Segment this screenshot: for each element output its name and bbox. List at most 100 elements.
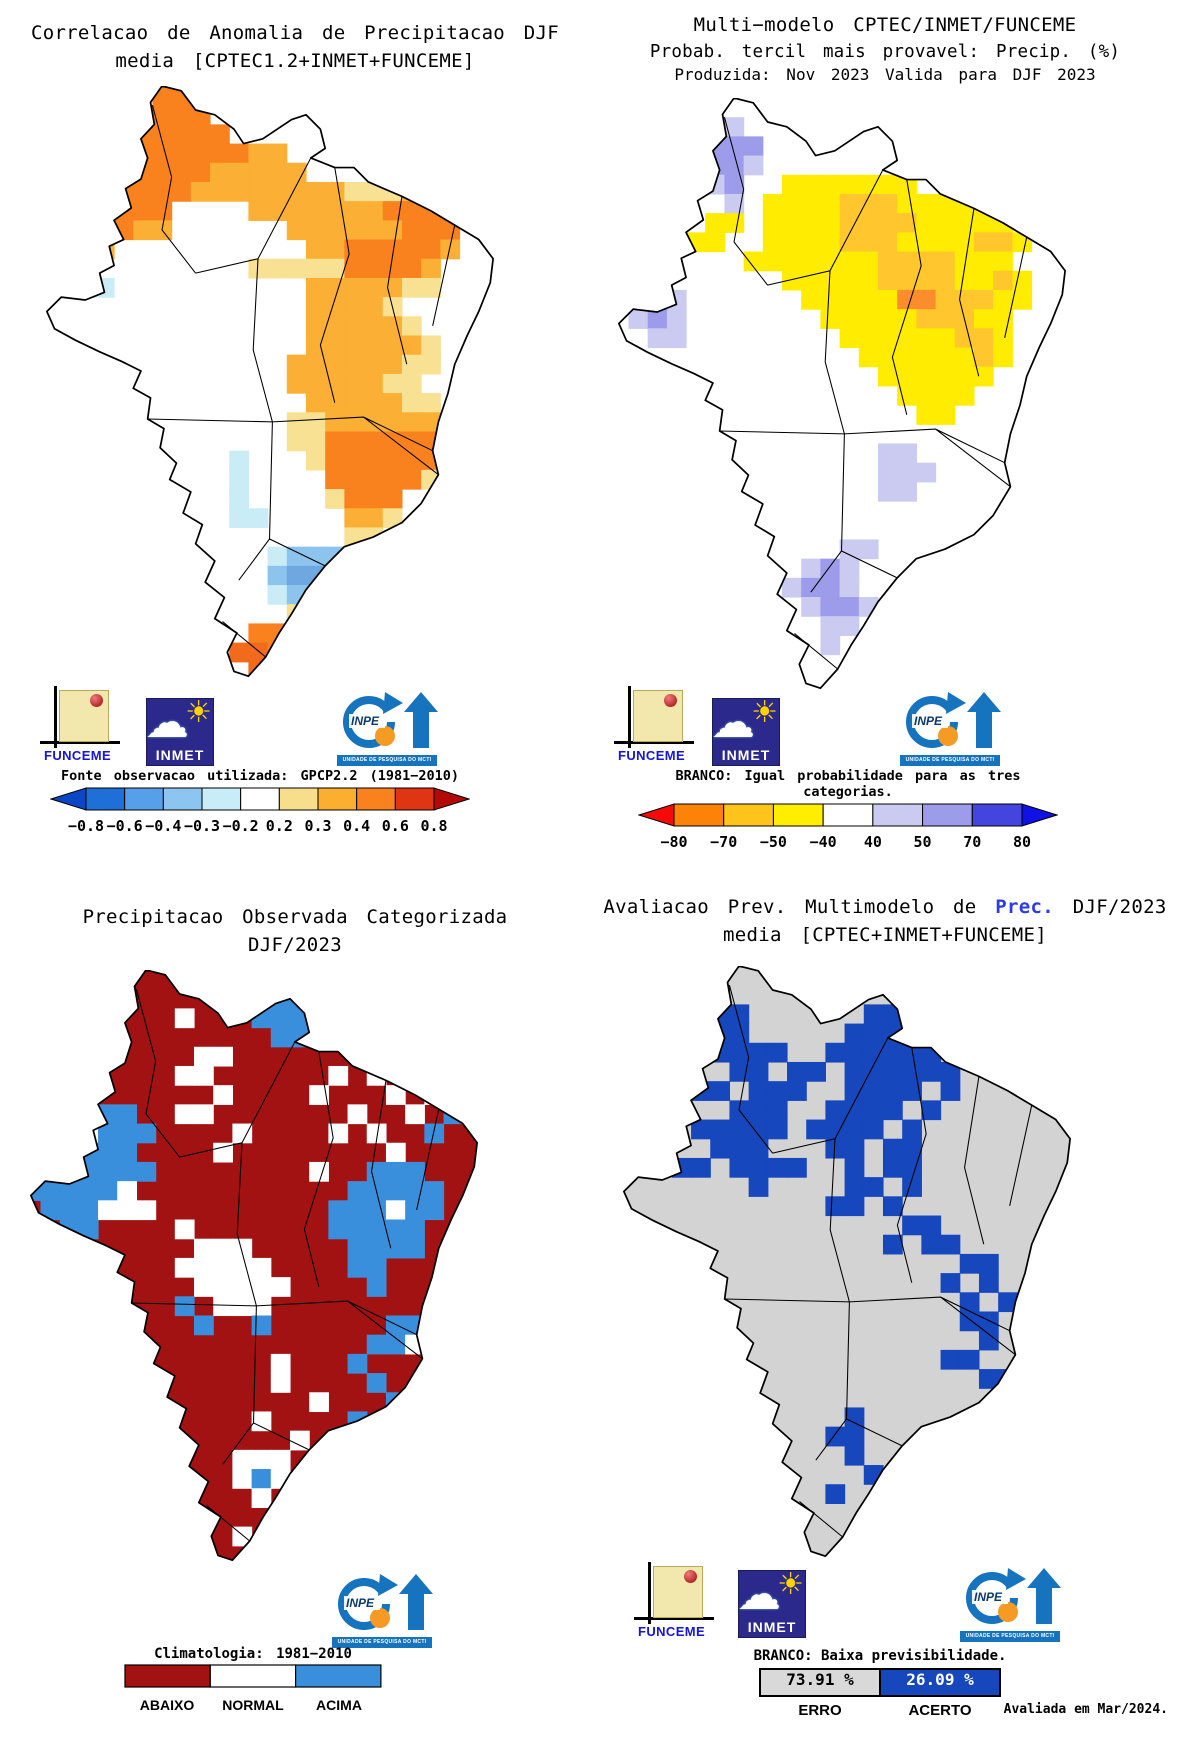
map-cell — [959, 1253, 980, 1274]
state-borders — [147, 105, 456, 658]
map-cell — [309, 1392, 329, 1413]
map-cell — [877, 481, 898, 502]
map-cell — [305, 354, 326, 375]
map-cell — [229, 508, 249, 529]
map-cell — [305, 431, 326, 452]
colorbar-right-arrow — [1021, 803, 1059, 827]
colorbar-segment — [822, 803, 874, 827]
map-cell — [229, 489, 249, 509]
map-cell — [748, 1138, 769, 1159]
map-cell — [248, 623, 269, 644]
map-cell — [921, 1215, 942, 1236]
map-cell — [921, 1042, 942, 1063]
map-cell — [325, 220, 345, 241]
map-cell — [251, 1315, 272, 1336]
map-cell — [385, 1181, 406, 1201]
score-block: BRANCO: Baixa previsibilidade. 73.91 % 2… — [740, 1648, 1020, 1719]
map-cell — [344, 373, 365, 394]
map-cell — [136, 1123, 157, 1144]
map-cell — [325, 469, 345, 490]
map-cell — [839, 539, 860, 560]
map-cell — [762, 251, 783, 272]
map-cell — [401, 220, 422, 241]
panel4-title-highlight: Prec. — [995, 896, 1054, 918]
map-cell — [385, 1315, 406, 1336]
funceme-label: FUNCEME — [44, 748, 112, 763]
funceme-pin-icon — [90, 694, 103, 707]
state-borders — [724, 985, 1033, 1538]
map-cell — [935, 347, 956, 368]
map-cell — [363, 354, 384, 375]
map-cell — [858, 347, 879, 368]
map-cell — [59, 1200, 80, 1221]
map-cell — [844, 1042, 865, 1063]
map-cell — [863, 1100, 884, 1121]
map-cell — [366, 1373, 387, 1393]
map-cell — [305, 642, 326, 663]
map-cell — [59, 1142, 80, 1163]
map-cell — [363, 239, 384, 260]
map-cell — [421, 258, 441, 279]
map-cell — [347, 1353, 368, 1374]
map-cell — [2, 1143, 22, 1163]
map-cell — [801, 251, 821, 272]
map-cell — [305, 239, 326, 260]
map-cell — [286, 623, 307, 644]
map-cell — [633, 1138, 654, 1159]
brazil-map-observed — [2, 970, 478, 1562]
inpe-banner: UNIDADE DE PESQUISA DO MCTI — [960, 1631, 1060, 1642]
map-cell — [401, 335, 422, 356]
map-cell — [877, 328, 898, 349]
inpe-logo: INPE UNIDADE DE PESQUISA DO MCTI — [330, 1572, 434, 1650]
category-label: ACIMA — [316, 1697, 362, 1713]
map-cell — [897, 443, 917, 464]
map-cell — [710, 1119, 731, 1140]
map-cell — [152, 201, 173, 221]
map-cell — [820, 213, 841, 233]
colorbar-label: BRANCO: Igual probabilidade para as tres… — [675, 768, 1021, 800]
map-cell — [421, 181, 441, 202]
map-cell — [286, 661, 307, 677]
acerto-label: ACERTO — [908, 1702, 972, 1719]
map-cell — [59, 1161, 80, 1182]
map-cell — [421, 239, 441, 260]
map-cell — [782, 232, 802, 253]
map-cell — [194, 1046, 214, 1067]
map-cell — [309, 1161, 329, 1182]
map-cell — [729, 1138, 750, 1159]
colorbar-strip — [637, 802, 1059, 832]
map-cell — [666, 213, 687, 233]
map-cell — [940, 1273, 961, 1293]
inpe-swirl-icon: INPE — [343, 692, 438, 748]
map-cell — [286, 565, 307, 586]
map-cell — [858, 270, 879, 291]
map-cell — [251, 1449, 272, 1470]
map-cell — [902, 1138, 922, 1159]
colorbar-tick: 0.4 — [343, 817, 371, 835]
colorbar-segment — [201, 787, 242, 811]
map-cell — [267, 565, 288, 586]
map-cell — [366, 1161, 387, 1182]
map-cell — [767, 1100, 788, 1121]
map-cell — [935, 328, 956, 349]
map-cell — [286, 373, 307, 394]
map-cell — [405, 1200, 425, 1221]
map-cell — [213, 1085, 233, 1105]
map-cell — [863, 1081, 884, 1101]
map-cell — [916, 366, 937, 387]
map-cell — [839, 251, 860, 272]
map-cell — [344, 220, 365, 241]
map-cell — [921, 1023, 942, 1044]
map-cell — [229, 143, 249, 164]
colorbar-segment — [162, 787, 203, 811]
map-cell — [401, 450, 422, 471]
map-cell — [325, 393, 345, 413]
map-cell — [363, 335, 384, 356]
map-cell — [136, 1161, 157, 1182]
funceme-axis-vertical — [54, 686, 57, 748]
map-cell — [171, 162, 192, 183]
map-cell — [782, 213, 802, 233]
map-cell — [174, 1257, 195, 1278]
map-cell — [401, 373, 422, 394]
map-cell — [174, 1219, 195, 1240]
